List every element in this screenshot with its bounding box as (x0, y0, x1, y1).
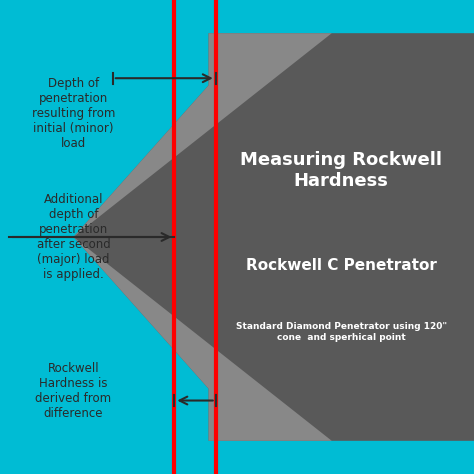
Text: Measuring Rockwell
Hardness: Measuring Rockwell Hardness (240, 151, 442, 190)
Text: Depth of
penetration
resulting from
initial (minor)
load: Depth of penetration resulting from init… (32, 77, 115, 150)
Text: Rockwell C Penetrator: Rockwell C Penetrator (246, 258, 437, 273)
Text: Standard Diamond Penetrator using 120"
cone  and sperhical point: Standard Diamond Penetrator using 120" c… (236, 322, 447, 341)
Polygon shape (73, 33, 474, 441)
Text: Additional
depth of
penetration
after second
(major) load
is applied.: Additional depth of penetration after se… (36, 193, 110, 281)
Text: Rockwell
Hardness is
derived from
difference: Rockwell Hardness is derived from differ… (36, 362, 111, 420)
Polygon shape (73, 237, 332, 441)
Polygon shape (73, 33, 332, 237)
